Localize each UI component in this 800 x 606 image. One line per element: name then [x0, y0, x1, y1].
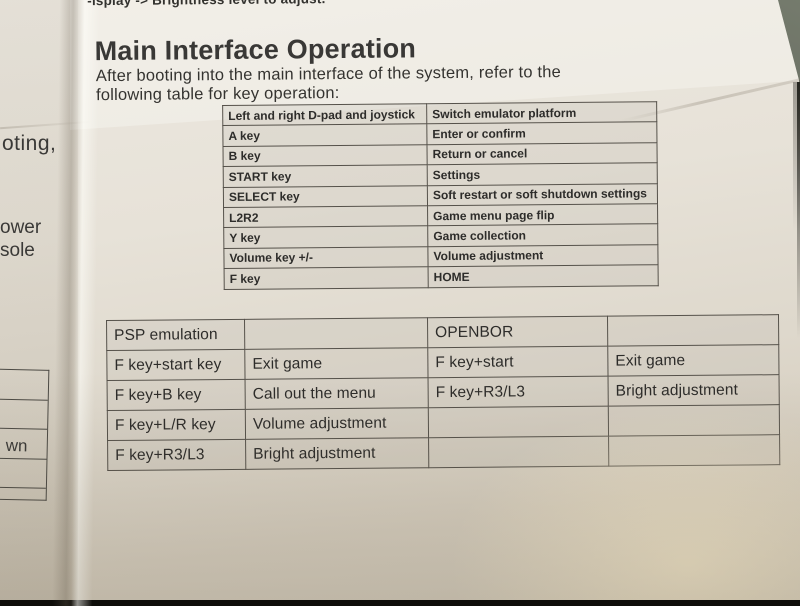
- table-cell: F key+start: [427, 346, 609, 378]
- table-cell: B key: [222, 144, 428, 167]
- table-cell: Game collection: [427, 224, 658, 247]
- table-cell: Exit game: [607, 344, 780, 377]
- key-operation-table: Left and right D-pad and joystick Switch …: [222, 101, 659, 290]
- table-cell: Switch emulator platform: [426, 101, 657, 125]
- table-cell: Game menu page flip: [427, 203, 658, 227]
- table-cell: Y key: [223, 226, 428, 249]
- table-cell: [608, 434, 780, 467]
- table-cell: Soft restart or soft shutdown settings: [427, 183, 658, 206]
- table-row: F key+R3/L3 Bright adjustment: [107, 434, 780, 471]
- table-cell: L2R2: [223, 205, 428, 228]
- table-cell: [428, 436, 609, 468]
- intro-line-1: After booting into the main interface of…: [95, 63, 562, 86]
- table-cell: START key: [223, 164, 428, 188]
- table-cell: Left and right D-pad and joystick: [222, 103, 427, 126]
- table-cell: Return or cancel: [426, 142, 658, 165]
- table-cell: F key: [224, 266, 429, 290]
- table-cell: F key+R3/L3: [428, 376, 609, 408]
- table-cell: [428, 406, 609, 438]
- table-cell: Bright adjustment: [608, 374, 780, 407]
- intro-text: After booting into the main interface of…: [96, 62, 716, 104]
- table-cell: [607, 314, 779, 347]
- table-cell: PSP emulation: [106, 319, 245, 351]
- table-cell: F key+L/R key: [107, 409, 246, 441]
- table-cell: HOME: [428, 264, 659, 288]
- table-cell: Exit game: [244, 347, 429, 380]
- table-cell: Volume adjustment: [427, 244, 659, 267]
- page-title: Main Interface Operation: [94, 33, 417, 67]
- table-cell: F key+start key: [106, 349, 246, 381]
- table-cell: F key+R3/L3: [107, 439, 246, 471]
- intro-line-2: following table for key operation:: [95, 83, 340, 104]
- table-cell: OPENBOR: [427, 316, 608, 348]
- table-cell: Call out the menu: [245, 377, 429, 410]
- table-cell: Volume adjustment: [245, 407, 429, 440]
- emulator-hotkey-table: PSP emulation OPENBOR F key+start key Exit …: [106, 314, 780, 471]
- table-cell: F key+B key: [107, 379, 246, 411]
- table-cell: Volume key +/-: [223, 246, 429, 269]
- table-row: F key HOME: [224, 264, 659, 290]
- table-cell: [244, 317, 428, 350]
- table-cell: [608, 404, 780, 437]
- brightness-instruction-partial: -isplay -> Brightness level to adjust.: [87, 0, 325, 8]
- table-cell: SELECT key: [223, 185, 428, 208]
- table-cell: Enter or confirm: [426, 122, 657, 145]
- table-cell: A key: [222, 124, 427, 147]
- table-cell: Settings: [427, 162, 658, 186]
- table-cell: Bright adjustment: [245, 437, 429, 470]
